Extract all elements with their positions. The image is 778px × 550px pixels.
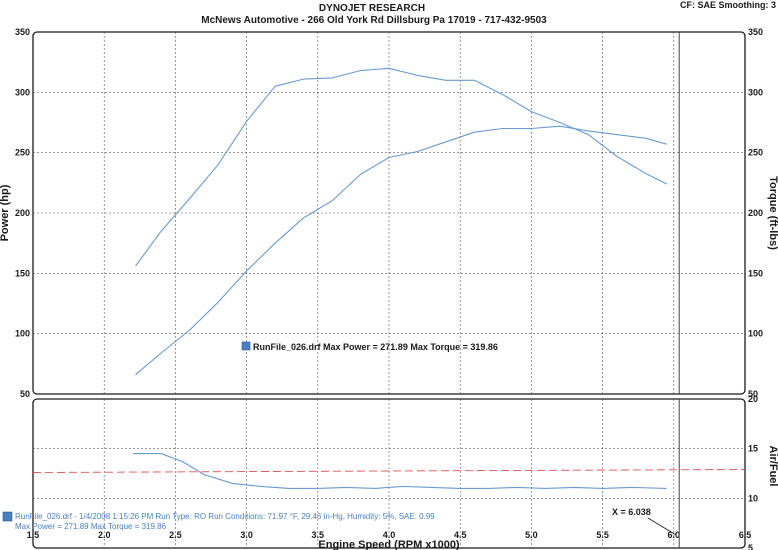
- x-tick-label: 2.0: [98, 530, 111, 540]
- y-tick-label-torque: 50: [748, 389, 758, 399]
- main-grid: [33, 32, 745, 394]
- y-tick-label-power: 200: [15, 208, 30, 218]
- y-tick-label-power: 150: [15, 268, 30, 278]
- y-tick-label-torque: 150: [748, 268, 763, 278]
- cursor-readout: X = 6.038: [612, 507, 651, 517]
- x-tick-label: 6.0: [668, 530, 681, 540]
- y-tick-label-torque: 350: [748, 27, 763, 37]
- x-axis-label: Engine Speed (RPM x1000): [318, 539, 460, 550]
- x-tick-label: 4.0: [383, 530, 396, 540]
- afr-target-line: [32, 469, 746, 473]
- y-tick-label-torque: 100: [748, 329, 763, 339]
- x-tick-label: 1.5: [27, 530, 40, 540]
- chart-subtitle: McNews Automotive - 266 Old York Rd Dill…: [201, 15, 547, 26]
- legend-text: RunFile_026.drf Max Power = 271.89 Max T…: [253, 342, 498, 352]
- y-tick-label-torque: 200: [748, 208, 763, 218]
- run-info-line1: RunFile_026.drf - 1/4/2008 1:15:26 PM Ru…: [15, 512, 435, 521]
- x-tick-label: 6.5: [739, 530, 752, 540]
- power-curve: [135, 125, 667, 376]
- y-tick-label-afr: 10: [748, 493, 758, 503]
- x-tick-label: 5.5: [596, 530, 609, 540]
- y-tick-label-power: 100: [15, 329, 30, 339]
- settings-label: CF: SAE Smoothing: 3: [680, 0, 776, 10]
- y-tick-label-power: 50: [20, 389, 30, 399]
- y-tick-label-afr: 5: [748, 543, 753, 550]
- x-tick-label: 3.5: [312, 530, 325, 540]
- y-tick-label-torque: 250: [748, 148, 763, 158]
- run-info-line2: Max Power = 271.89 Max Torque = 319.86: [15, 522, 167, 531]
- x-tick-label: 2.5: [169, 530, 182, 540]
- run-info-swatch: [2, 511, 13, 522]
- x-tick-label: 5.0: [525, 530, 538, 540]
- y-axis-label-afr: Air/Fuel: [767, 446, 778, 487]
- data-curves: [32, 32, 746, 548]
- y-axis-label-power: Power (hp): [0, 184, 11, 241]
- y-tick-label-afr: 15: [748, 444, 758, 454]
- afr-curve: [132, 453, 667, 489]
- y-tick-label-torque: 300: [748, 87, 763, 97]
- legend-swatch: [241, 341, 251, 351]
- y-tick-label-afr: 20: [748, 394, 758, 404]
- cursor-readout-leader: [647, 517, 677, 536]
- y-axis-label-torque: Torque (ft-lbs): [767, 176, 778, 250]
- y-tick-label-power: 250: [15, 148, 30, 158]
- torque-curve: [135, 67, 667, 267]
- y-tick-label-power: 300: [15, 87, 30, 97]
- chart-title: DYNOJET RESEARCH: [319, 3, 425, 14]
- x-tick-label: 3.0: [240, 530, 253, 540]
- x-tick-label: 4.5: [454, 530, 467, 540]
- y-tick-label-power: 350: [15, 27, 30, 37]
- afr-grid: [33, 399, 745, 548]
- tick-labels: 1.5 2.0 2.5 3.0 3.5 4.0 4.5 5.0 5.5 6.0 6.5 50 100 15…: [15, 27, 763, 550]
